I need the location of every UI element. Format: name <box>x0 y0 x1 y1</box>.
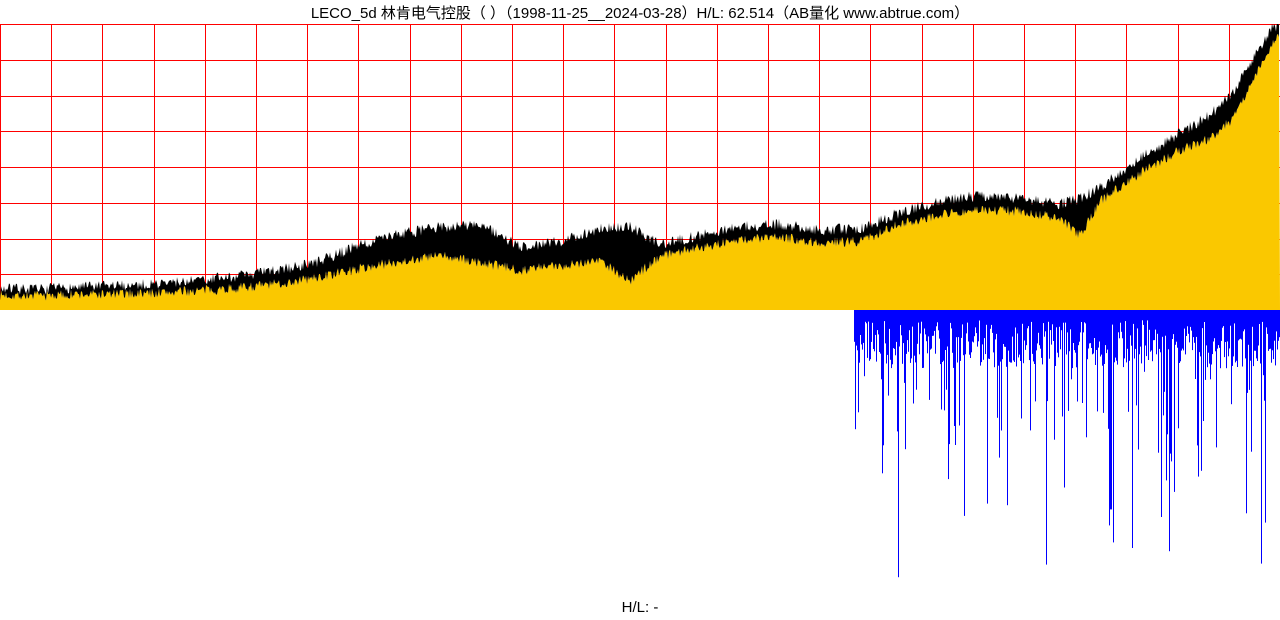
price-chart <box>0 24 1280 310</box>
chart-footer: H/L: - <box>0 599 1280 616</box>
chart-title: LECO_5d 林肯电气控股（ ）（1998-11-25__2024-03-28… <box>0 2 1280 23</box>
volume-bars <box>854 310 1280 577</box>
volume-chart <box>0 310 1280 596</box>
